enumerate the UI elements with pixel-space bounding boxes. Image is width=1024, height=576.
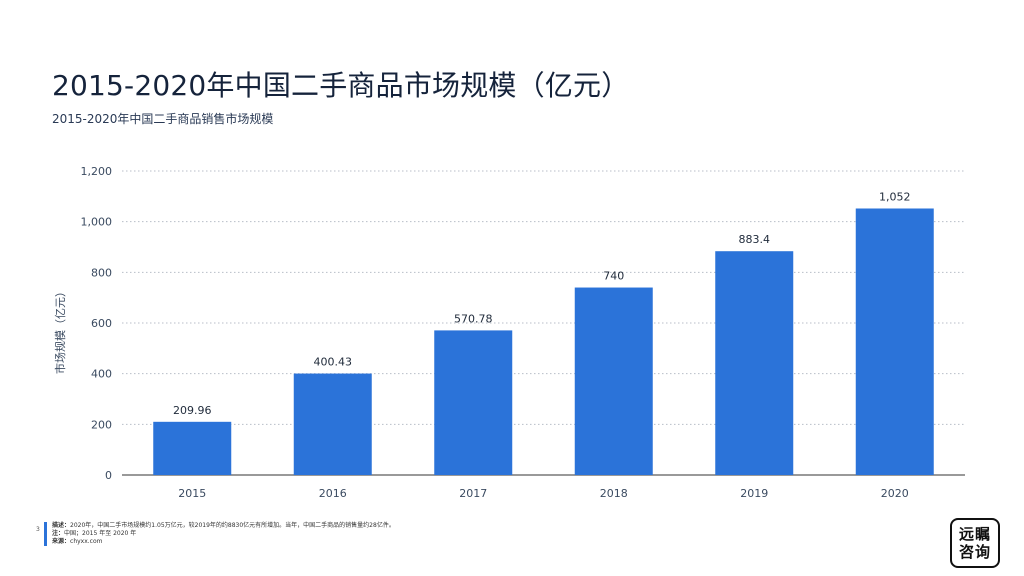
footer-source-text: chyxx.com [70,538,103,545]
footer-description-label: 描述： [52,522,71,529]
y-tick-label: 1,200 [81,165,113,178]
footer-note: 注：中国；2015 年至 2020 年 [52,530,395,538]
bar [434,330,513,475]
company-logo: 远瞩 咨询 [950,518,1000,568]
data-label: 570.78 [454,312,493,325]
footer-accent-bar [44,522,47,546]
y-tick-label: 600 [91,317,112,330]
y-tick-label: 1,000 [81,216,113,229]
bar [574,287,653,475]
y-tick-label: 0 [105,469,112,482]
x-tick-label: 2017 [459,487,487,500]
bar [855,208,934,475]
y-tick-label: 400 [91,368,112,381]
bar [293,373,372,475]
footer-note-label: 注： [52,530,65,537]
logo-line-2: 咨询 [958,543,991,561]
footer-source-label: 来源： [52,538,71,545]
y-tick-label: 200 [91,418,112,431]
x-tick-label: 2016 [319,487,347,500]
footer-description: 描述：2020年，中国二手市场规模约1.05万亿元，较2019年的约8830亿元… [52,522,395,530]
footer-note-text: 中国；2015 年至 2020 年 [64,530,137,537]
footer-description-text: 2020年，中国二手市场规模约1.05万亿元，较2019年的约8830亿元有所增… [70,522,395,529]
footer-notes: 描述：2020年，中国二手市场规模约1.05万亿元，较2019年的约8830亿元… [52,522,395,546]
chart-subtitle: 2015-2020年中国二手商品销售市场规模 [52,112,274,126]
logo-line-1: 远瞩 [958,525,991,543]
data-label: 740 [603,270,624,283]
data-label: 209.96 [173,404,212,417]
page-title: 2015-2020年中国二手商品市场规模（亿元） [52,69,630,102]
data-label: 400.43 [314,356,353,369]
data-label: 1,052 [879,190,911,203]
x-tick-label: 2020 [881,487,909,500]
y-tick-label: 800 [91,266,112,279]
y-axis-label: 市场规模（亿元） [54,286,67,374]
page-number: 3 [36,526,40,533]
x-tick-label: 2015 [178,487,206,500]
x-tick-label: 2019 [740,487,768,500]
footer-source: 来源：chyxx.com [52,538,395,546]
data-label: 883.4 [739,233,771,246]
x-tick-label: 2018 [600,487,628,500]
bar [715,251,794,475]
bar [153,421,232,475]
